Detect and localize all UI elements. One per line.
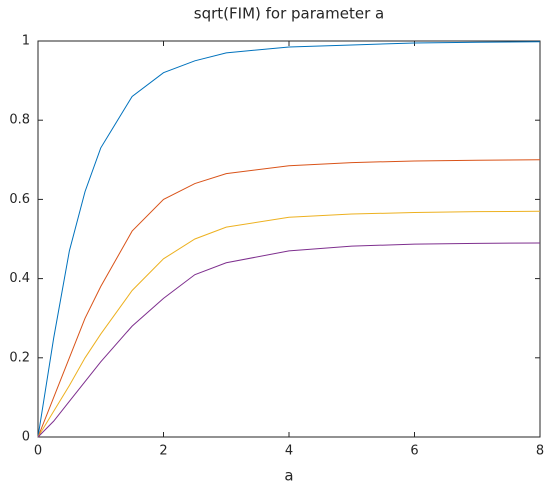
- x-axis-label: a: [284, 467, 293, 485]
- y-tick-label: 0: [22, 430, 30, 445]
- chart-title: sqrt(FIM) for parameter a: [194, 5, 384, 23]
- y-tick-label: 0.6: [9, 192, 30, 207]
- data-line: [37, 242, 541, 438]
- y-tick-label: 0.8: [9, 113, 30, 128]
- x-tick-label: 4: [285, 444, 293, 459]
- x-tick-label: 2: [159, 444, 167, 459]
- data-line: [37, 210, 541, 438]
- y-tick-label: 1: [22, 34, 30, 49]
- data-line: [37, 41, 541, 438]
- x-tick-label: 6: [410, 444, 418, 459]
- plot-frame: [37, 40, 541, 438]
- data-line: [37, 159, 541, 438]
- y-tick-label: 0.2: [9, 350, 30, 365]
- x-tick-label: 0: [34, 444, 42, 459]
- y-tick-label: 0.4: [9, 271, 30, 286]
- x-tick-label: 8: [536, 444, 544, 459]
